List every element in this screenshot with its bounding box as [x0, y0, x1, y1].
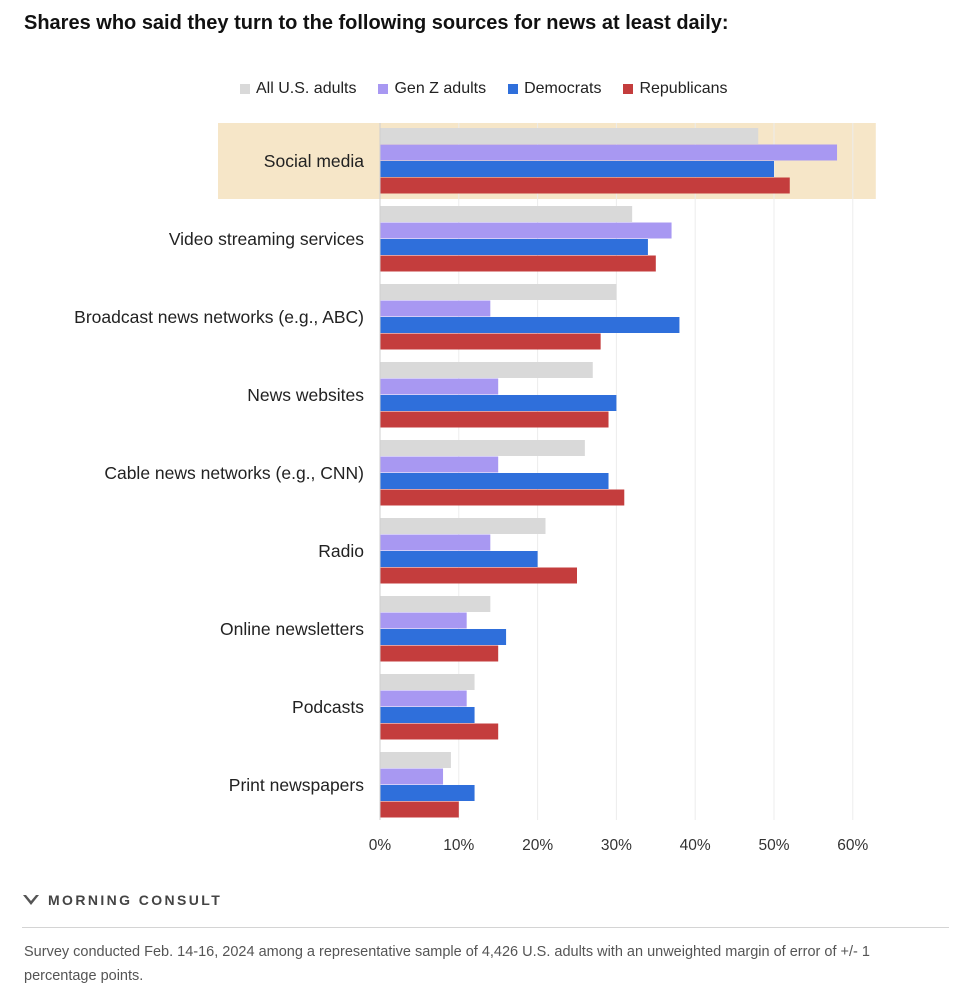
legend-label: Gen Z adults: [394, 80, 487, 97]
bar-republicans: [380, 645, 499, 662]
category-label: Video streaming services: [169, 229, 364, 249]
bar-gen-z-adults: [380, 612, 467, 629]
bar-chart: Social media Video streaming services Broa…: [74, 123, 876, 854]
x-tick-label: 10%: [443, 837, 474, 854]
legend-swatch: [508, 84, 519, 94]
legend-item-all-adults: All U.S. adults: [240, 80, 356, 98]
bar-democrats: [380, 239, 648, 255]
bar-democrats: [380, 161, 774, 177]
bar-all-u-s-adults: [380, 284, 617, 300]
bar-gen-z-adults: [380, 144, 838, 161]
divider: [22, 927, 949, 928]
bar-gen-z-adults: [380, 456, 499, 473]
bar-republicans: [380, 567, 577, 584]
bar-republicans: [380, 489, 625, 506]
bar-democrats: [380, 395, 617, 411]
chart-title: Shares who said they turn to the followi…: [24, 12, 729, 34]
x-tick-label: 0%: [369, 837, 392, 854]
bar-republicans: [380, 333, 601, 350]
morning-consult-logo-icon: [23, 895, 39, 905]
category-label: Print newspapers: [229, 775, 364, 795]
category-label: Broadcast news networks (e.g., ABC): [74, 307, 364, 327]
legend-label: Republicans: [639, 80, 728, 97]
bar-all-u-s-adults: [380, 674, 475, 690]
bar-republicans: [380, 255, 656, 272]
legend-label: Democrats: [524, 80, 602, 97]
legend-item-gen-z: Gen Z adults: [378, 80, 486, 98]
bar-gen-z-adults: [380, 300, 491, 317]
category-label: Radio: [318, 541, 364, 561]
bar-all-u-s-adults: [380, 518, 546, 534]
legend-swatch: [378, 84, 389, 94]
bar-all-u-s-adults: [380, 596, 491, 612]
bar-all-u-s-adults: [380, 128, 759, 144]
bar-democrats: [380, 629, 507, 645]
bar-democrats: [380, 785, 475, 801]
legend-swatch: [240, 84, 250, 94]
x-tick-label: 60%: [837, 837, 868, 854]
bar-all-u-s-adults: [380, 752, 451, 768]
bar-republicans: [380, 801, 459, 818]
x-tick-label: 50%: [758, 837, 789, 854]
bar-democrats: [380, 707, 475, 723]
bar-democrats: [380, 551, 538, 567]
legend: All U.S. adults Gen Z adults Democrats R…: [240, 80, 728, 98]
bar-all-u-s-adults: [380, 206, 633, 222]
bar-democrats: [380, 473, 609, 489]
legend-label: All U.S. adults: [256, 80, 357, 97]
bar-republicans: [380, 177, 790, 194]
category-label: Cable news networks (e.g., CNN): [104, 463, 364, 483]
bar-all-u-s-adults: [380, 440, 585, 456]
bar-republicans: [380, 723, 499, 740]
x-tick-label: 40%: [680, 837, 711, 854]
x-tick-label: 20%: [522, 837, 553, 854]
bar-republicans: [380, 411, 609, 428]
legend-swatch: [623, 84, 634, 94]
brand-logo: MORNING CONSULT: [22, 892, 222, 908]
bar-gen-z-adults: [380, 690, 467, 707]
footnote: Survey conducted Feb. 14-16, 2024 among …: [24, 944, 870, 984]
bar-all-u-s-adults: [380, 362, 593, 378]
category-label: Social media: [264, 151, 364, 171]
bar-gen-z-adults: [380, 534, 491, 551]
bar-gen-z-adults: [380, 222, 672, 239]
x-tick-label: 30%: [601, 837, 632, 854]
legend-item-democrats: Democrats: [508, 80, 601, 98]
bar-democrats: [380, 317, 680, 333]
bar-gen-z-adults: [380, 378, 499, 395]
brand-name: MORNING CONSULT: [48, 892, 223, 908]
bar-gen-z-adults: [380, 768, 444, 785]
category-label: Podcasts: [292, 697, 364, 717]
category-label: News websites: [247, 385, 364, 405]
category-label: Online newsletters: [220, 619, 364, 639]
legend-item-republicans: Republicans: [623, 80, 728, 98]
